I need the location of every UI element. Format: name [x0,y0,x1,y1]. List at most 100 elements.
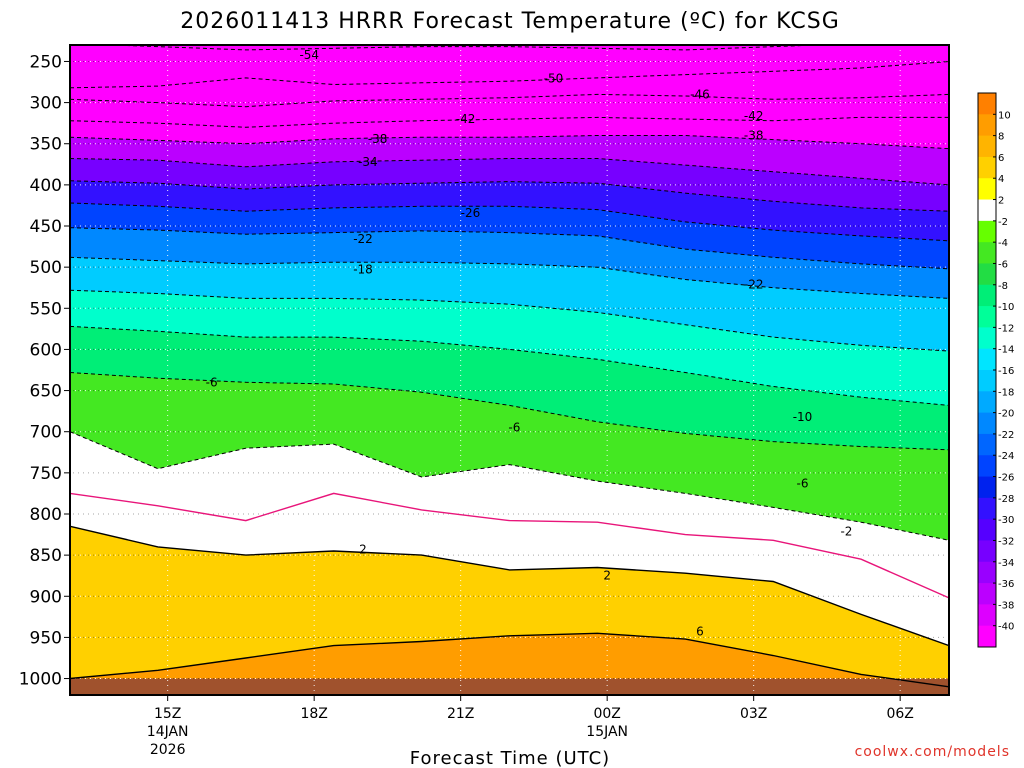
y-tick-label: 550 [30,299,62,319]
contour-label: -50 [544,72,564,86]
contour-label: -2 [840,524,852,538]
x-tick-label: 21Z [447,706,474,722]
colorbar-swatch [978,327,996,350]
colorbar-swatch [978,178,996,200]
colorbar-swatch [978,561,996,584]
x-tick-label: 15Z [154,706,181,722]
colorbar-label: -20 [998,409,1014,420]
colorbar-swatch [978,199,996,222]
colorbar-label: 10 [998,110,1011,121]
colorbar-label: -16 [998,366,1014,377]
contour-label: -22 [744,277,764,291]
colorbar-swatch [978,93,996,115]
colorbar-label: -4 [998,238,1008,249]
colorbar-swatch [978,114,996,137]
plot-frame [69,44,950,696]
y-tick-label: 1000 [19,670,62,690]
colorbar-swatch [978,220,996,243]
plot-area: -54-50-46-42 -42-38 -38-34-26-22-18-22-6-1… [70,45,949,695]
freezing-line [70,492,949,599]
contour-label: -22 [353,232,373,246]
y-tick-label: 400 [30,176,62,196]
colorbar-swatch [978,604,996,627]
y-tick-label: 700 [30,423,62,443]
colorbar-swatch [978,263,996,286]
colorbar-label: 4 [998,174,1004,185]
colorbar-label: -26 [998,473,1014,484]
x-tick-date: 15JAN [586,724,628,740]
y-axis: 250 300 350 400 450 500 550 600 650 700 750 800 850 9… [19,52,70,690]
colorbar-swatch [978,455,996,477]
x-tick-date: 14JAN [147,724,189,740]
colorbar-swatch [978,156,996,179]
colorbar-swatch [978,433,996,456]
colorbar-label: -40 [998,622,1014,633]
colorbar-label: -14 [998,345,1014,356]
contour-label: -46 [690,87,710,101]
x-tick-label: 03Z [740,706,767,722]
isotherm-2 [70,525,949,647]
contour-label: -42 [744,109,764,123]
contour-label: 6 [696,625,704,639]
y-tick-label: 800 [30,505,62,525]
contour-label: -18 [353,263,373,277]
contour-label: -26 [461,206,481,220]
colorbar: 10 8 6 4 2 -2 -4 -6 -8 -10 -12 -14 -16 -18 -20 -22 -24 -2… [977,92,1014,648]
colorbar-label: -18 [998,387,1014,398]
colorbar-swatch [978,306,996,328]
x-tick-label: 06Z [886,706,913,722]
x-tick-label: 00Z [593,706,620,722]
contour-label: -38 [744,129,764,143]
contour-label: 2 [603,569,611,583]
colorbar-label: -10 [998,302,1014,313]
isotherm--6 [70,372,949,451]
colorbar-label: -24 [998,451,1014,462]
colorbar-swatch [978,242,996,264]
contour-label: -38 [368,132,388,146]
y-tick-label: 650 [30,382,62,402]
colorbar-swatch [978,540,996,563]
y-tick-label: 250 [30,52,62,72]
y-tick-label: 950 [30,628,62,648]
colorbar-label: -22 [998,430,1014,441]
colorbar-label: -2 [998,217,1008,228]
colorbar-swatch [978,519,996,541]
colorbar-label: 6 [998,153,1004,164]
colorbar-label: -6 [998,259,1008,270]
colorbar-label: -38 [998,600,1014,611]
colorbar-swatch [978,135,996,158]
colorbar-swatch [978,370,996,392]
contour-label: -10 [793,410,813,424]
y-tick-label: 600 [30,340,62,360]
isotherm--2 [70,431,949,541]
x-tick-label: 18Z [300,706,327,722]
colorbar-swatch [978,476,996,499]
contour-label: -42 [456,112,476,126]
colorbar-label: -32 [998,536,1014,547]
colorbar-label: -12 [998,323,1014,334]
colorbar-swatch [978,583,996,605]
colorbar-swatch [978,391,996,414]
y-tick-label: 300 [30,94,62,114]
isotherm--14 [70,289,949,352]
surface-ground [70,678,949,695]
colorbar-swatch [978,497,996,520]
footer-source: coolwx.com/models [855,744,1010,760]
contour-label: -54 [299,48,319,62]
contour-label: 2 [359,542,367,556]
isotherm-6 [70,632,949,688]
y-tick-label: 450 [30,217,62,237]
contour-label: -6 [797,477,809,491]
colorbar-swatch [978,625,996,648]
colorbar-label: -28 [998,494,1014,505]
colorbar-label: -8 [998,281,1008,292]
colorbar-label: 2 [998,196,1004,207]
chart-title: 2026011413 HRRR Forecast Temperature (ºC… [180,9,840,34]
y-tick-label: 900 [30,587,62,607]
y-tick-label: 500 [30,258,62,278]
contour-label: -6 [206,375,218,389]
colorbar-swatch [978,412,996,435]
colorbar-label: -30 [998,515,1014,526]
y-tick-label: 850 [30,546,62,566]
isotherm--10 [70,325,949,406]
